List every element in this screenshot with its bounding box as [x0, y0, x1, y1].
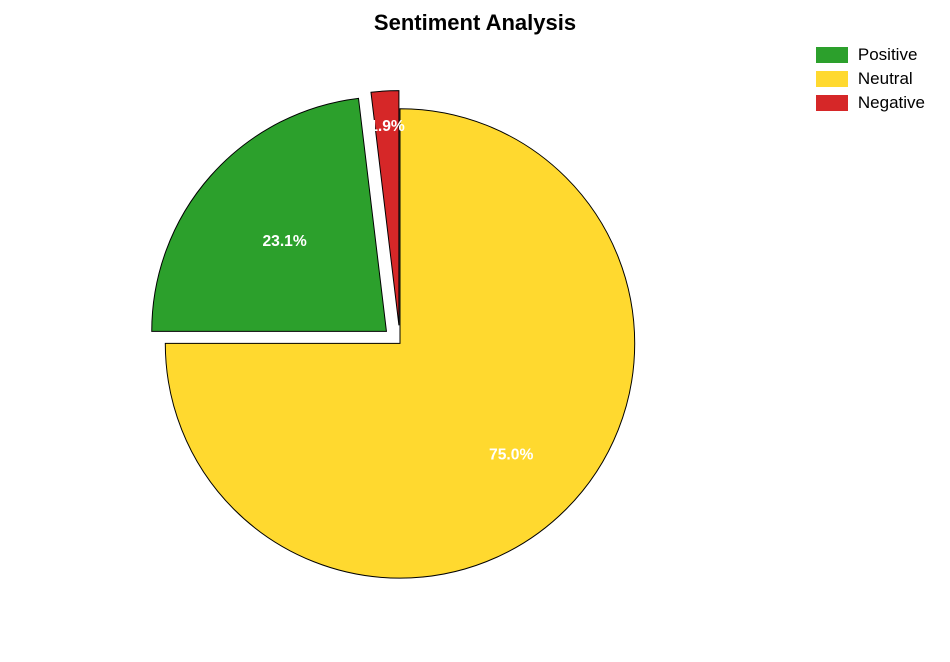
chart-title: Sentiment Analysis [0, 10, 950, 36]
legend-label-neutral: Neutral [858, 69, 913, 89]
legend-swatch-negative [816, 95, 848, 111]
pie-svg: 75.0% 23.1% 1.9% [50, 40, 750, 660]
legend-swatch-neutral [816, 71, 848, 87]
legend-item-negative: Negative [816, 93, 925, 113]
pie-slice-positive [152, 98, 387, 331]
legend: Positive Neutral Negative [816, 45, 925, 113]
legend-item-positive: Positive [816, 45, 925, 65]
legend-label-negative: Negative [858, 93, 925, 113]
pie-slice-label-negative: 1.9% [369, 118, 405, 135]
sentiment-pie-chart: Sentiment Analysis 75.0% 23.1% 1.9% Positi… [0, 0, 950, 662]
pie-slice-label-positive: 23.1% [262, 233, 306, 250]
legend-item-neutral: Neutral [816, 69, 925, 89]
pie-slice-label-neutral: 75.0% [489, 447, 533, 464]
legend-swatch-positive [816, 47, 848, 63]
legend-label-positive: Positive [858, 45, 918, 65]
